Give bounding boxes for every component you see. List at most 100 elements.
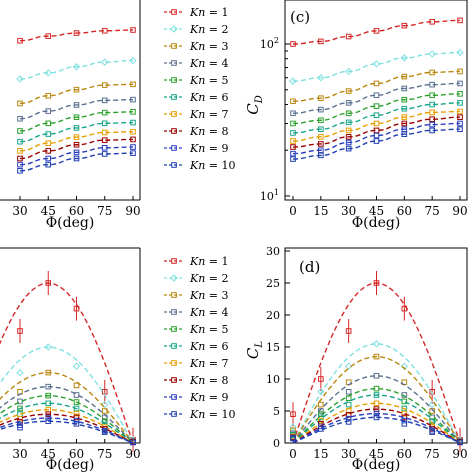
panel-c-point [345,139,352,146]
panel-b-series-10 [0,418,136,446]
panel-b-fit-line [0,371,134,444]
panel-c-point [456,48,464,57]
panel-c-point [457,108,463,115]
legend-bottom-swatch-marker [171,309,177,315]
panel-c-line [292,19,461,45]
panel-a-series-5 [17,109,136,134]
panel-c-point [373,80,380,87]
panel-d-point [373,280,380,286]
legend-top-entry: Kn = 9 [164,142,229,155]
panel-d-x-tick-label: 0 [289,447,297,461]
legend-bottom-entry: Kn = 7 [164,357,229,370]
panel-b-fit-line [0,402,134,444]
panel-c-point [457,120,463,127]
panel-a-point [130,150,136,156]
legend-top-entry: Kn = 3 [164,40,229,53]
legend-bottom-entry: Kn = 5 [164,323,229,336]
panel-c-point [373,103,380,109]
panel-c-point [345,127,352,134]
panel-d-series-7 [290,400,463,445]
panel-b-point [45,383,52,390]
panel-a-point [101,109,108,116]
panel-c-series-3 [290,68,463,105]
panel-d-xlabel: Φ(deg) [352,457,401,473]
panel-d-y-tick-label: 20 [266,309,280,322]
legend-bottom-entry: Kn = 2 [164,272,229,285]
panel-d-point [345,395,352,401]
panel-c-x-tick-label: 75 [425,204,440,218]
panel-a-point [130,109,136,115]
legend-top-entry: Kn = 4 [164,57,229,70]
panel-c-line [292,51,461,82]
legend-top-swatch-marker [171,77,177,83]
panel-d-point [373,414,380,421]
panel-a-series-2 [16,56,137,83]
panel-c-point [290,150,296,157]
legend-bottom-label: Kn = 6 [189,340,229,353]
panel-c-point [289,77,297,85]
legend-bottom-swatch-marker [171,326,177,332]
panel-b-point [16,368,24,377]
panel-c-line [292,82,461,115]
panel-a-point [130,128,136,135]
panel-b-xlabel: Φ(deg) [46,457,95,473]
panel-a-series-7 [17,128,136,154]
panel-c-point [318,95,324,101]
panel-a-point [101,27,108,34]
panel-a-line [19,29,134,42]
panel-c-point [318,152,324,159]
panel-b-fit-line [0,408,134,444]
panel-d-y-tick-label: 10 [266,373,280,386]
panel-c-point [318,117,324,124]
panel-a-line [19,83,134,105]
panel-d-series-1 [290,271,463,452]
panel-c-point [457,17,463,24]
panel-d-point [345,419,352,425]
panel-d-fit-line [292,355,461,444]
panel-c-point [318,134,324,140]
panel-b-x-tick-label: 90 [125,447,140,461]
panel-b-point [45,392,52,399]
legend-top-entry: Kn = 1 [164,6,229,19]
legend-bottom-label: Kn = 4 [189,306,229,319]
legend-top-swatch-marker [171,145,177,151]
panel-b-point [73,405,80,412]
panel-a-line [19,111,134,132]
panel-a-line [19,152,134,172]
panel-a-point [73,155,80,162]
panel-c-line [292,70,461,102]
panel-c-point [429,101,435,108]
panel-d-point [373,373,380,379]
panel-c-point [345,119,352,126]
panel-a-line [19,98,134,120]
panel-a-x-tick-label: 75 [97,204,112,218]
panel-c-point [290,120,296,127]
panel-c-series-6 [290,100,463,136]
panel-d-point [290,435,296,442]
panel-a-point [101,137,108,143]
panel-c-point [401,85,408,92]
panel-c-x-tick-label: 15 [313,204,328,218]
legend-top-label: Kn = 4 [189,57,229,70]
panel-d-point [318,417,324,424]
panel-a-point [101,82,108,88]
panel-c-point [290,110,296,117]
panel-c-point [457,91,463,97]
legend-bottom-swatch-marker [171,343,177,349]
legend-top-label: Kn = 5 [189,74,229,87]
panel-d-x-tick-label: 45 [369,447,384,461]
legend-top-entry: Kn = 5 [164,74,229,87]
panel-d-point [372,340,381,348]
panel-c-point [345,88,352,94]
panel-d-point [401,421,408,427]
panel-d-point [289,423,297,431]
panel-a-point [101,120,108,127]
panel-c-point [318,38,324,45]
panel-c-y-tick-label: 102 [260,36,279,51]
panel-a-point [73,30,80,36]
panel-d-series-10 [290,414,463,446]
legend-top-swatch-marker [171,128,177,134]
panel-c-point [373,132,380,139]
legend-top-entry: Kn = 6 [164,91,229,104]
panel-c-point [345,100,352,106]
